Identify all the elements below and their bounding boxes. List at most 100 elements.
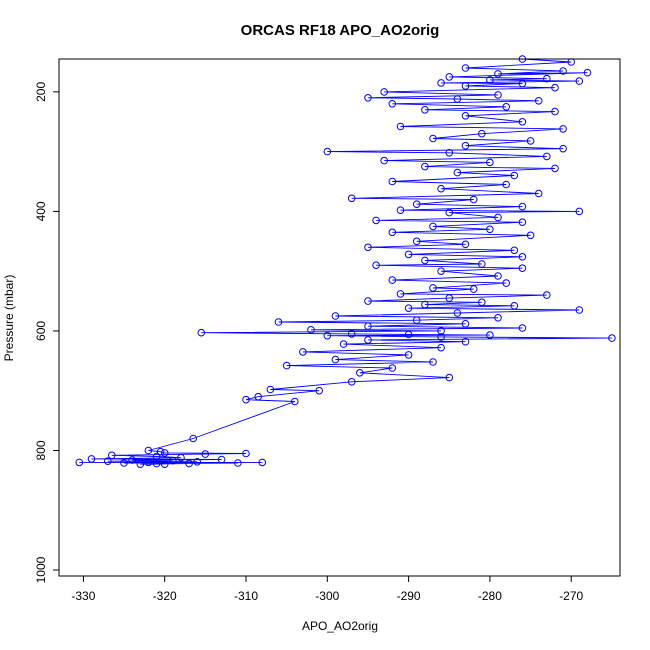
- data-point: [486, 76, 494, 84]
- data-point: [575, 306, 584, 314]
- data-point: [234, 459, 242, 467]
- data-point: [429, 222, 437, 231]
- data-point: [364, 322, 372, 331]
- series-line: [79, 58, 612, 465]
- x-tick-label: -310: [234, 589, 258, 603]
- data-point: [518, 264, 527, 273]
- data-point: [437, 333, 445, 341]
- data-point: [510, 171, 519, 180]
- y-tick-label: 600: [34, 321, 48, 341]
- data-point: [160, 449, 169, 457]
- data-point: [502, 103, 511, 111]
- data-point: [177, 453, 185, 462]
- data-point: [551, 83, 559, 92]
- y-axis-label: Pressure (mbar): [2, 275, 16, 362]
- data-point: [526, 137, 535, 145]
- x-axis-label: APO_AO2orig: [302, 619, 378, 633]
- data-point: [364, 94, 372, 102]
- data-point: [120, 459, 128, 467]
- data-point: [136, 460, 145, 469]
- data-point: [437, 79, 445, 87]
- data-point: [380, 88, 389, 96]
- data-point: [445, 208, 454, 217]
- data-point: [388, 177, 397, 186]
- data-point: [104, 457, 112, 466]
- data-point: [453, 309, 462, 317]
- data-point: [364, 297, 372, 305]
- data-point: [502, 180, 511, 189]
- data-point: [502, 279, 511, 287]
- data-point: [559, 144, 567, 153]
- data-point: [494, 272, 502, 280]
- data-point: [299, 348, 307, 356]
- x-tick-label: -320: [153, 589, 177, 603]
- data-point: [429, 284, 437, 292]
- data-point: [543, 152, 551, 161]
- data-point: [543, 74, 551, 83]
- data-point: [421, 256, 429, 265]
- data-point: [364, 243, 372, 252]
- data-point: [575, 207, 584, 216]
- data-point: [217, 455, 226, 464]
- data-point: [372, 261, 380, 270]
- data-point: [494, 213, 502, 222]
- data-point: [412, 316, 421, 325]
- data-point: [323, 331, 332, 340]
- data-point: [461, 82, 470, 90]
- data-point: [437, 327, 445, 335]
- data-point: [339, 340, 348, 348]
- y-tick-label: 800: [34, 440, 48, 460]
- data-point: [518, 324, 527, 332]
- data-point: [307, 326, 315, 334]
- data-point: [518, 252, 527, 261]
- data-point: [396, 290, 405, 298]
- data-point: [461, 337, 470, 346]
- data-point: [380, 156, 389, 165]
- data-point: [388, 228, 397, 237]
- data-point: [494, 314, 502, 322]
- data-point: [437, 184, 445, 193]
- data-point: [445, 294, 454, 302]
- y-tick-label: 200: [34, 82, 48, 102]
- data-point: [404, 330, 413, 339]
- data-point: [510, 302, 519, 310]
- data-point: [543, 291, 551, 299]
- data-point: [404, 304, 413, 313]
- data-point: [445, 149, 454, 157]
- data-point: [478, 260, 486, 268]
- data-point: [461, 141, 470, 150]
- data-point: [518, 118, 527, 126]
- data-point: [242, 449, 250, 458]
- data-point: [315, 386, 324, 395]
- data-point: [347, 194, 356, 203]
- data-point: [461, 320, 470, 328]
- data-point: [518, 202, 527, 211]
- data-point: [396, 206, 405, 214]
- data-point: [193, 458, 201, 466]
- data-point: [478, 298, 486, 307]
- x-tick-label: -270: [559, 589, 583, 603]
- data-point: [169, 456, 177, 465]
- y-tick-label: 400: [34, 201, 48, 221]
- data-point: [445, 73, 454, 81]
- data-point: [494, 91, 502, 99]
- data-point: [412, 237, 421, 246]
- data-point: [266, 385, 275, 394]
- data-point: [494, 70, 502, 78]
- data-point: [412, 200, 421, 208]
- data-point: [551, 164, 559, 173]
- data-point: [429, 358, 437, 366]
- data-point: [518, 218, 527, 226]
- data-point: [469, 195, 478, 204]
- data-point: [404, 250, 413, 259]
- data-point: [486, 225, 494, 234]
- data-point: [575, 77, 584, 85]
- data-point: [437, 267, 445, 276]
- data-point: [282, 361, 291, 370]
- data-point: [372, 216, 380, 225]
- data-point: [388, 276, 397, 284]
- data-point: [388, 100, 397, 108]
- data-point: [551, 107, 559, 116]
- data-point: [461, 64, 470, 72]
- data-point: [461, 112, 470, 120]
